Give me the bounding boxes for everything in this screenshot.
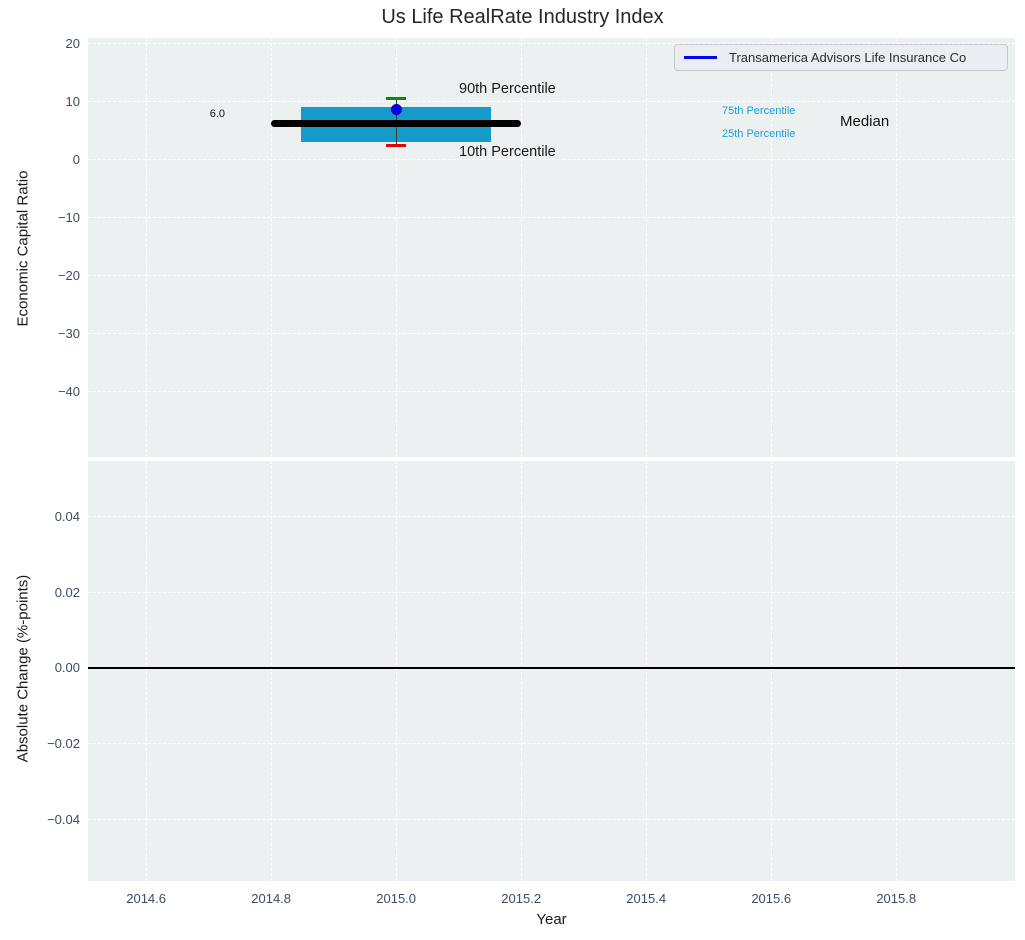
gridline-horizontal <box>88 390 1015 392</box>
median-annotation: Median <box>840 113 890 130</box>
gridline-vertical <box>645 38 647 457</box>
gridline-horizontal <box>88 743 1015 745</box>
gridline-vertical <box>520 38 522 457</box>
gridline-vertical <box>145 38 147 457</box>
p10-annotation: 10th Percentile <box>459 144 556 160</box>
y-tick-label: −0.04 <box>47 811 80 827</box>
gridline-vertical <box>895 38 897 457</box>
y-tick-label: 0.04 <box>54 509 80 525</box>
gridline-horizontal <box>88 42 1015 44</box>
gridline-vertical <box>270 461 272 881</box>
y-tick-label: 0 <box>72 151 80 167</box>
gridline-horizontal <box>88 158 1015 160</box>
gridline-vertical <box>770 461 772 881</box>
gridline-horizontal <box>88 818 1015 820</box>
x-tick-label: 2015.6 <box>751 891 792 906</box>
gridline-vertical <box>770 38 772 457</box>
gridline-horizontal <box>88 332 1015 334</box>
gridline-vertical <box>395 38 397 457</box>
y-tick-label: −30 <box>57 325 80 341</box>
y-tick-label: 10 <box>65 93 80 109</box>
top-plot-area <box>88 38 1015 457</box>
y-tick-label: −0.02 <box>47 736 80 752</box>
x-tick-label: 2015.8 <box>876 891 917 906</box>
legend-label: Transamerica Advisors Life Insurance Co <box>729 50 967 65</box>
x-tick-label: 2015.0 <box>376 891 417 906</box>
legend-line-sample-icon <box>684 56 717 59</box>
x-tick-label: 2014.8 <box>251 891 292 906</box>
y-tick-label: 0.00 <box>54 660 80 676</box>
gridline-vertical <box>270 38 272 457</box>
legend: Transamerica Advisors Life Insurance Co <box>674 44 1008 71</box>
p75-annotation: 75th Percentile <box>722 105 796 117</box>
chart-title: Us Life RealRate Industry Index <box>381 6 664 28</box>
p90-annotation: 90th Percentile <box>459 81 556 97</box>
gridline-vertical <box>145 461 147 881</box>
zero-line <box>88 666 1015 669</box>
gridline-vertical <box>645 461 647 881</box>
y-tick-label: −20 <box>57 267 80 283</box>
gridline-horizontal <box>88 216 1015 218</box>
y-tick-label: −40 <box>57 383 80 399</box>
gridline-horizontal <box>88 516 1015 518</box>
p25-annotation: 25th Percentile <box>722 128 796 140</box>
median-line <box>271 120 522 128</box>
y-axis-label-top: Economic Capital Ratio <box>14 170 32 327</box>
company-point-marker <box>391 103 403 115</box>
gridline-horizontal <box>88 591 1015 593</box>
median-value-annotation: 6.0 <box>209 108 225 120</box>
x-tick-label: 2015.2 <box>501 891 542 906</box>
y-tick-label: 0.02 <box>54 584 80 600</box>
y-tick-label: 20 <box>65 35 80 51</box>
p90-whisker-cap <box>386 96 407 100</box>
gridline-vertical <box>895 461 897 881</box>
gridline-horizontal <box>88 100 1015 102</box>
x-tick-label: 2015.4 <box>626 891 667 906</box>
gridline-vertical <box>395 461 397 881</box>
gridline-horizontal <box>88 274 1015 276</box>
gridline-vertical <box>520 461 522 881</box>
bottom-plot-area <box>88 461 1015 881</box>
x-axis-label: Year <box>536 911 567 928</box>
x-tick-label: 2014.6 <box>126 891 166 906</box>
p10-whisker-cap <box>386 144 407 148</box>
y-tick-label: −10 <box>57 209 80 225</box>
